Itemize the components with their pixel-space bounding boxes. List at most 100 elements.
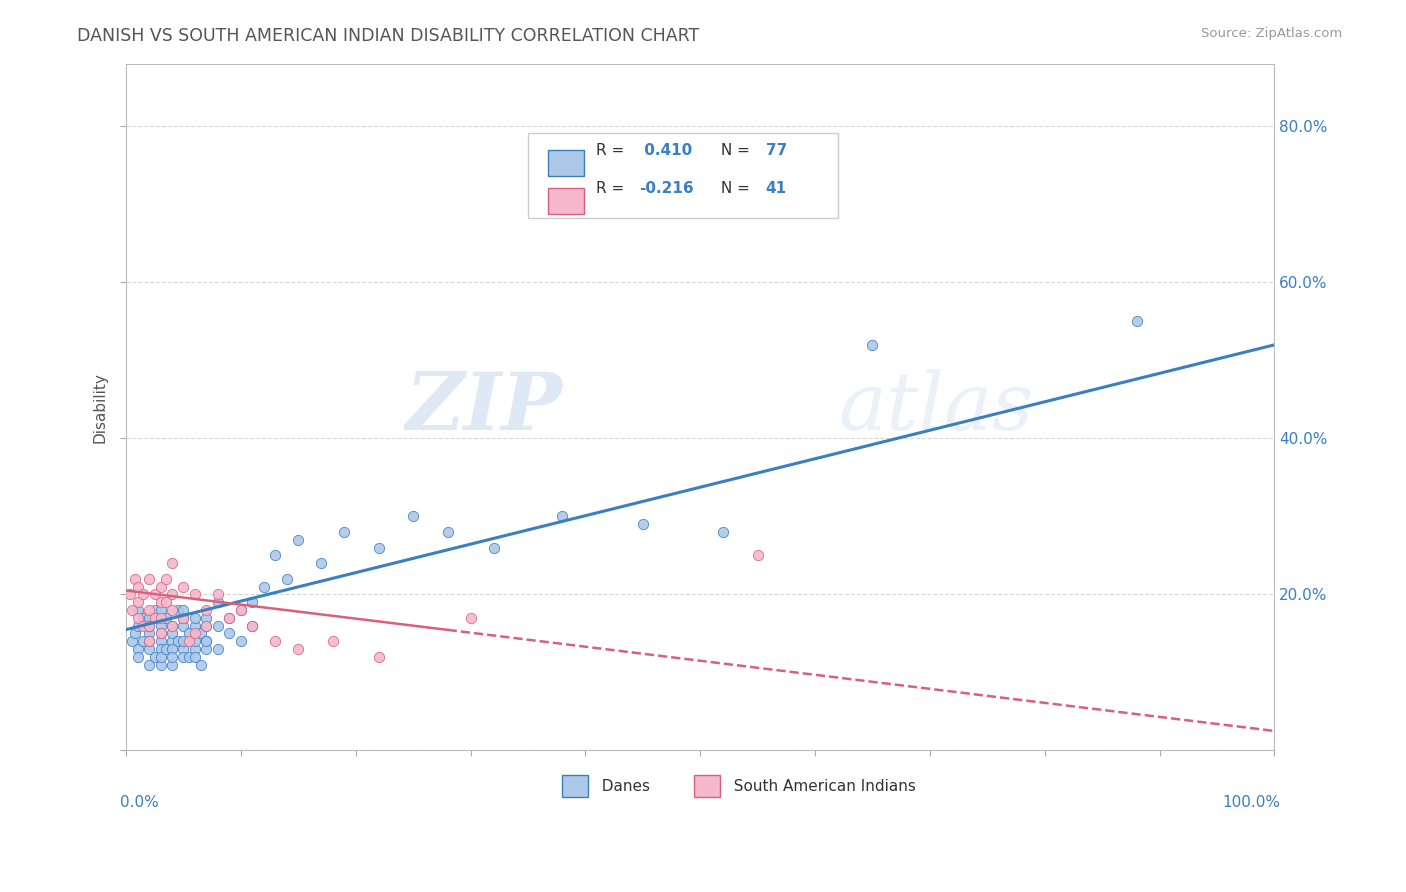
Point [149,642,172,657]
Point [173,649,195,664]
Point [207,587,229,601]
Point [138,634,160,648]
Point [311,556,333,570]
Point [184,611,207,625]
Point [155,642,177,657]
Text: DANISH VS SOUTH AMERICAN INDIAN DISABILITY CORRELATION CHART: DANISH VS SOUTH AMERICAN INDIAN DISABILI… [77,27,700,45]
Point [482,541,505,555]
Point [138,603,160,617]
Point [160,587,183,601]
Point [179,626,201,640]
Text: 41: 41 [766,181,787,195]
Point [367,649,389,664]
Y-axis label: Disability: Disability [93,372,107,442]
Point [179,634,201,648]
Point [195,634,218,648]
Point [138,657,160,672]
Point [184,634,207,648]
Point [132,634,155,648]
Point [166,634,188,648]
Point [127,580,149,594]
Point [631,517,654,532]
FancyBboxPatch shape [529,133,838,219]
Point [207,642,229,657]
Point [143,587,166,601]
Point [155,611,177,625]
Point [402,509,425,524]
Point [143,649,166,664]
Point [138,642,160,657]
Point [160,657,183,672]
Point [127,595,149,609]
Point [862,338,884,352]
Point [160,642,183,657]
Point [242,618,264,632]
Point [138,626,160,640]
Text: ZIP: ZIP [405,368,562,446]
Point [149,626,172,640]
Point [138,611,160,625]
Bar [562,775,588,797]
Point [149,580,172,594]
Text: 100.0%: 100.0% [1222,795,1279,810]
Point [132,587,155,601]
Point [149,634,172,648]
Point [195,618,218,632]
Text: Source: ZipAtlas.com: Source: ZipAtlas.com [1202,27,1343,40]
Point [121,634,143,648]
Point [195,603,218,617]
Point [138,572,160,586]
Text: N =: N = [716,143,755,158]
Text: -0.216: -0.216 [640,181,695,195]
Point [195,618,218,632]
Point [160,618,183,632]
Text: R =: R = [596,181,628,195]
Bar [547,150,585,176]
Point [229,634,252,648]
Point [149,649,172,664]
Point [173,618,195,632]
Point [190,626,212,640]
Bar [695,775,720,797]
Point [160,618,183,632]
Point [229,603,252,617]
Point [166,603,188,617]
Point [551,509,574,524]
Text: 0.0%: 0.0% [121,795,159,810]
Point [160,626,183,640]
Point [149,595,172,609]
Point [229,603,252,617]
Point [322,634,344,648]
Point [173,642,195,657]
Point [132,611,155,625]
Point [149,626,172,640]
Point [127,642,149,657]
Point [160,634,183,648]
Point [333,524,356,539]
Text: 77: 77 [766,143,787,158]
Point [711,524,734,539]
Point [155,572,177,586]
Point [460,611,482,625]
Point [160,603,183,617]
Text: N =: N = [716,181,755,195]
Point [179,649,201,664]
Point [138,634,160,648]
Point [118,587,141,601]
Point [218,611,240,625]
Point [173,611,195,625]
Point [138,618,160,632]
Point [747,549,769,563]
Point [173,611,195,625]
Point [218,626,240,640]
Point [436,524,458,539]
Text: R =: R = [596,143,628,158]
Point [127,611,149,625]
Point [1125,314,1147,328]
Point [149,618,172,632]
Point [207,595,229,609]
Point [287,533,309,547]
Point [276,572,298,586]
Point [190,657,212,672]
Point [127,649,149,664]
